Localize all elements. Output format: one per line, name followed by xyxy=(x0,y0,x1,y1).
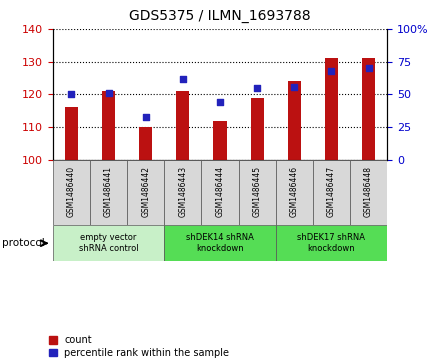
Bar xyxy=(325,58,338,160)
Bar xyxy=(276,225,387,261)
Bar xyxy=(251,98,264,160)
Point xyxy=(328,68,335,74)
Text: shDEK14 shRNA
knockdown: shDEK14 shRNA knockdown xyxy=(186,233,254,253)
Point xyxy=(253,85,260,91)
Bar xyxy=(164,225,276,261)
Bar xyxy=(102,91,115,160)
Bar xyxy=(90,160,127,225)
Text: GSM1486445: GSM1486445 xyxy=(253,166,262,217)
Legend: count, percentile rank within the sample: count, percentile rank within the sample xyxy=(49,335,229,358)
Bar xyxy=(362,58,375,160)
Point xyxy=(365,65,372,71)
Point xyxy=(216,99,224,105)
Bar xyxy=(213,121,227,160)
Bar xyxy=(276,160,313,225)
Bar xyxy=(53,160,90,225)
Bar xyxy=(176,91,189,160)
Point xyxy=(291,83,298,89)
Bar xyxy=(139,127,152,160)
Text: GSM1486443: GSM1486443 xyxy=(178,166,187,217)
Text: GSM1486441: GSM1486441 xyxy=(104,166,113,217)
Point xyxy=(180,76,187,82)
Bar xyxy=(53,225,164,261)
Point xyxy=(68,91,75,97)
Bar xyxy=(127,160,164,225)
Text: GSM1486448: GSM1486448 xyxy=(364,166,373,217)
Bar xyxy=(313,160,350,225)
Point xyxy=(105,90,112,96)
Text: GDS5375 / ILMN_1693788: GDS5375 / ILMN_1693788 xyxy=(129,9,311,23)
Text: empty vector
shRNA control: empty vector shRNA control xyxy=(79,233,138,253)
Text: GSM1486447: GSM1486447 xyxy=(327,166,336,217)
Bar xyxy=(238,160,276,225)
Bar xyxy=(164,160,202,225)
Bar xyxy=(202,160,238,225)
Text: GSM1486444: GSM1486444 xyxy=(216,166,224,217)
Bar xyxy=(65,107,78,160)
Text: GSM1486442: GSM1486442 xyxy=(141,166,150,217)
Text: protocol: protocol xyxy=(2,238,45,248)
Text: GSM1486446: GSM1486446 xyxy=(290,166,299,217)
Bar xyxy=(288,81,301,160)
Text: shDEK17 shRNA
knockdown: shDEK17 shRNA knockdown xyxy=(297,233,366,253)
Point xyxy=(142,114,149,119)
Bar xyxy=(350,160,387,225)
Text: GSM1486440: GSM1486440 xyxy=(67,166,76,217)
